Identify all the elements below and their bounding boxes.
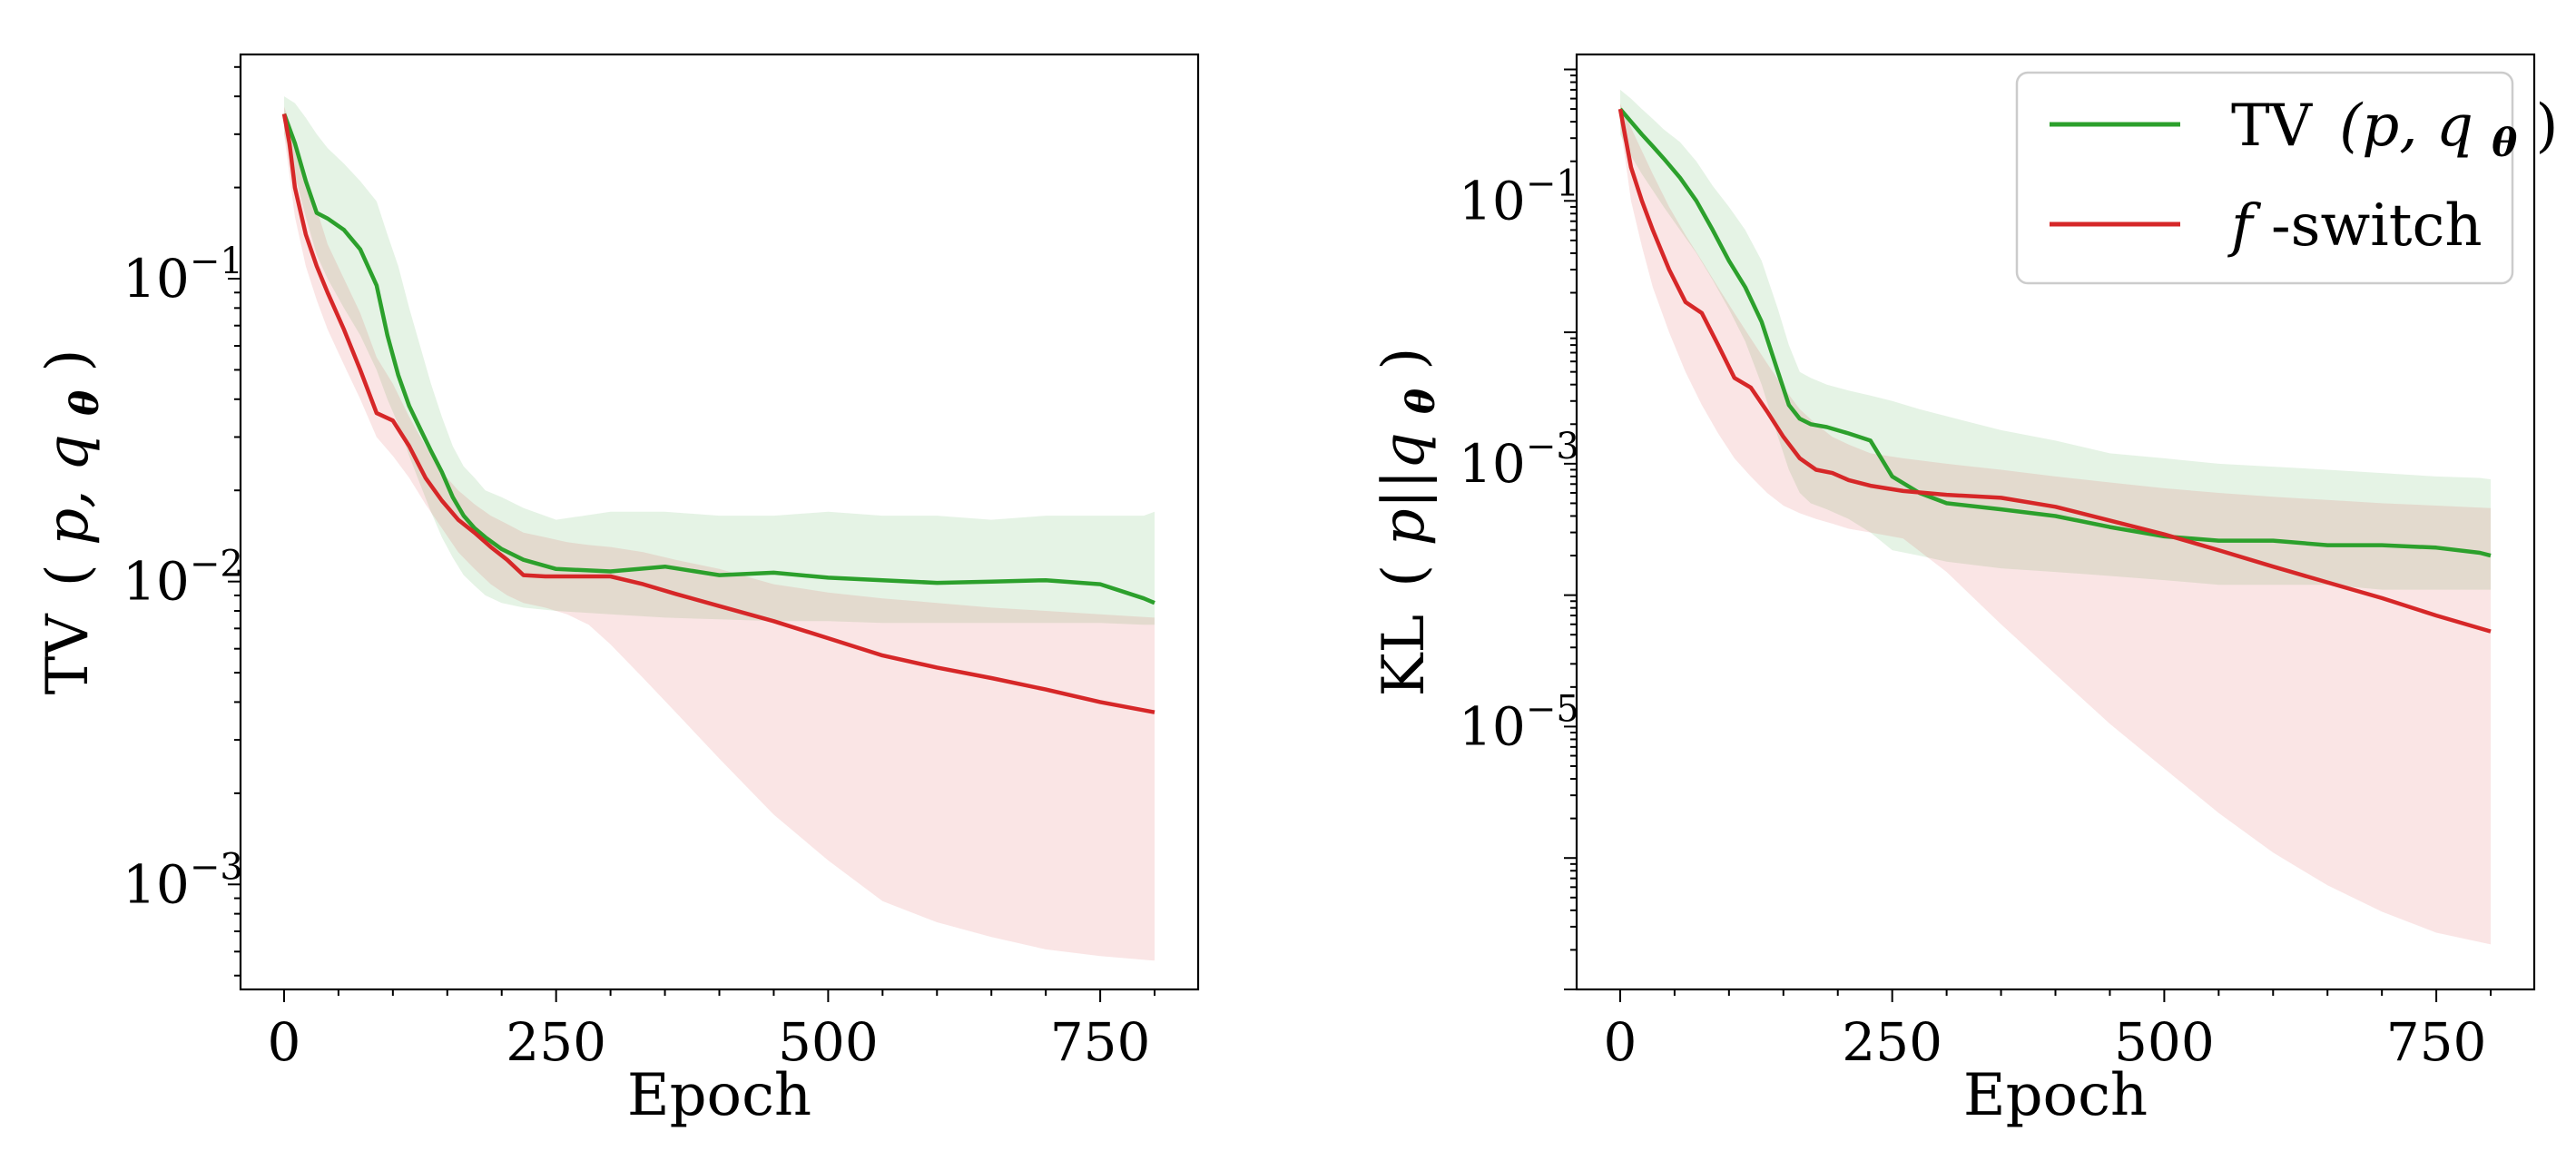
kl-panel-line-tv — [1618, 107, 2492, 558]
tv-panel-y-tick-label: 10−3 — [123, 846, 243, 915]
kl-panel-lines — [1617, 107, 2492, 634]
tv-panel-y-tick-label: 10−2 — [123, 544, 243, 613]
tv-panel-x-ticks: 0 250 500 750 — [268, 989, 1156, 1073]
tv-panel-x-tick-label: 750 — [1050, 1011, 1151, 1073]
tv-panel-ylabel-open: ( — [34, 564, 102, 586]
tv-panel-line-fswitch — [281, 113, 1155, 714]
kl-panel-x-tick-label: 250 — [1842, 1011, 1942, 1073]
kl-panel-x-tick-label: 750 — [2386, 1011, 2487, 1073]
tv-panel-y-ticks: 10−1 10−2 10−3 — [123, 65, 243, 977]
tv-panel-x-tick-label: 0 — [268, 1011, 301, 1073]
tv-panel-ylabel-args: p, q — [34, 434, 102, 546]
legend-tv-main: TV — [2231, 93, 2314, 160]
kl-panel-line-fswitch — [1617, 108, 2492, 634]
kl-panel-band-tv — [1620, 89, 2491, 590]
kl-panel-y-tick-label: 10−5 — [1459, 688, 1579, 757]
legend-tv-args: (p, q — [2339, 93, 2473, 160]
kl-panel-y-ticks: 10−1 10−3 10−5 — [1459, 68, 1579, 990]
tv-panel-line-tv — [281, 113, 1155, 605]
tv-panel-y-axis-label: TV ( p, q θ ) — [34, 349, 113, 695]
tv-panel-ylabel-close: ) — [34, 349, 102, 372]
kl-panel-ylabel-args: p||q — [1371, 432, 1438, 546]
tv-panel-ylabel-sub: θ — [63, 390, 107, 416]
kl-panel-x-ticks: 0 250 500 750 — [1604, 989, 2492, 1073]
kl-panel-x-tick-label: 500 — [2114, 1011, 2215, 1073]
tv-panel-band-fswitch — [284, 106, 1155, 961]
tv-distance-panel: 0 250 500 750 10−1 10−2 10−3 Epoch TV ( p, q … — [34, 53, 1200, 1129]
kl-panel-y-axis-label: KL ( p||q θ ) — [1371, 348, 1449, 697]
tv-panel-x-tick-label: 250 — [506, 1011, 606, 1073]
kl-panel-band-fswitch — [1620, 103, 2491, 945]
tv-panel-bands — [284, 96, 1155, 961]
legend-tv-close: ) — [2536, 93, 2559, 160]
tv-panel-band-tv — [284, 96, 1155, 625]
tv-panel-y-tick-label: 10−1 — [123, 241, 243, 310]
kl-panel-ylabel-main: KL — [1371, 615, 1438, 696]
kl-panel-x-axis-label: Epoch — [1963, 1062, 2148, 1129]
tv-panel-lines — [281, 113, 1155, 714]
tv-panel-x-axis-label: Epoch — [627, 1062, 811, 1129]
kl-panel-y-tick-label: 10−1 — [1459, 162, 1579, 231]
kl-divergence-panel: 0 250 500 750 10−1 10−3 10−5 Epoch KL ( p||q … — [1371, 53, 2559, 1129]
legend-fswitch-main: f — [2227, 192, 2262, 260]
kl-panel-y-tick-label: 10−3 — [1459, 426, 1579, 495]
legend-fswitch-args: -switch — [2271, 192, 2483, 260]
kl-panel-ylabel-sub: θ — [1399, 389, 1443, 414]
legend-label-tv: TV (p, q θ ) — [2231, 93, 2559, 171]
kl-panel-bands — [1620, 89, 2491, 945]
tv-panel-ylabel-main: TV — [34, 613, 102, 695]
legend: TV (p, q θ ) f -switch — [2015, 71, 2559, 285]
tv-panel-x-tick-label: 500 — [778, 1011, 879, 1073]
kl-panel-ylabel-open: ( — [1371, 565, 1438, 587]
legend-tv-sub: θ — [2492, 121, 2517, 165]
kl-panel-x-tick-label: 0 — [1604, 1011, 1637, 1073]
legend-label-fswitch: f -switch — [2227, 192, 2483, 260]
kl-panel-ylabel-close: ) — [1371, 348, 1438, 370]
